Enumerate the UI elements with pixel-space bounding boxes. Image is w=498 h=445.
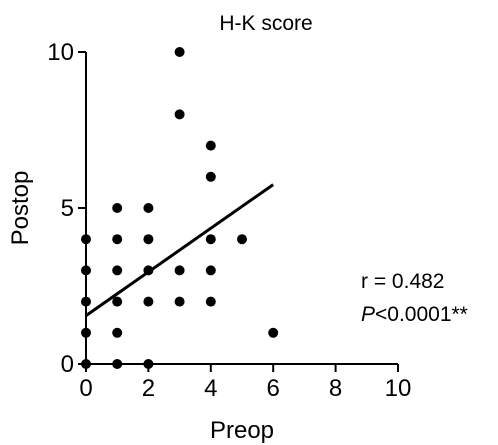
x-axis-label: Preop bbox=[210, 417, 274, 444]
p-value-annotation: P<0.0001** bbox=[361, 303, 468, 326]
y-tick-label: 10 bbox=[47, 39, 74, 66]
x-tick-label: 10 bbox=[385, 375, 412, 402]
data-point bbox=[143, 359, 154, 369]
x-tick-label: 6 bbox=[267, 375, 280, 402]
data-point bbox=[268, 327, 279, 338]
data-point bbox=[112, 359, 123, 369]
data-point bbox=[143, 296, 154, 307]
data-point bbox=[81, 296, 91, 307]
x-tick-label: 2 bbox=[142, 375, 155, 402]
data-point bbox=[205, 296, 216, 307]
data-point bbox=[112, 265, 123, 276]
data-point bbox=[81, 234, 91, 245]
data-point bbox=[112, 296, 123, 307]
y-axis-label: Postop bbox=[7, 171, 34, 246]
data-point bbox=[112, 203, 123, 213]
data-point bbox=[143, 234, 154, 245]
data-point bbox=[81, 327, 91, 338]
data-point bbox=[205, 265, 216, 276]
r-value-annotation: r = 0.482 bbox=[361, 270, 444, 293]
regression-line-group bbox=[85, 183, 275, 317]
y-tick-label: 0 bbox=[61, 351, 74, 378]
data-point bbox=[112, 234, 123, 245]
data-point bbox=[205, 140, 216, 151]
data-point bbox=[81, 359, 91, 369]
data-point bbox=[174, 296, 185, 307]
x-tick-label: 8 bbox=[329, 375, 342, 402]
data-point bbox=[205, 234, 216, 245]
y-tick-label: 5 bbox=[61, 195, 74, 222]
x-tick-label: 0 bbox=[79, 375, 92, 402]
regression-line bbox=[85, 183, 275, 317]
data-point bbox=[81, 265, 91, 276]
data-point bbox=[237, 234, 247, 245]
data-point bbox=[205, 171, 216, 182]
chart-title: H-K score bbox=[219, 12, 312, 35]
data-points bbox=[81, 47, 279, 369]
data-point bbox=[143, 203, 154, 213]
p-value-text: <0.0001** bbox=[375, 303, 468, 326]
data-point bbox=[112, 327, 123, 338]
x-tick-label: 4 bbox=[204, 375, 217, 402]
data-point bbox=[174, 47, 185, 57]
data-point bbox=[174, 265, 185, 276]
data-point bbox=[174, 109, 185, 120]
ticks: 0 2 4 6 8 10 0 5 10 bbox=[47, 39, 411, 402]
p-symbol: P bbox=[361, 303, 375, 326]
